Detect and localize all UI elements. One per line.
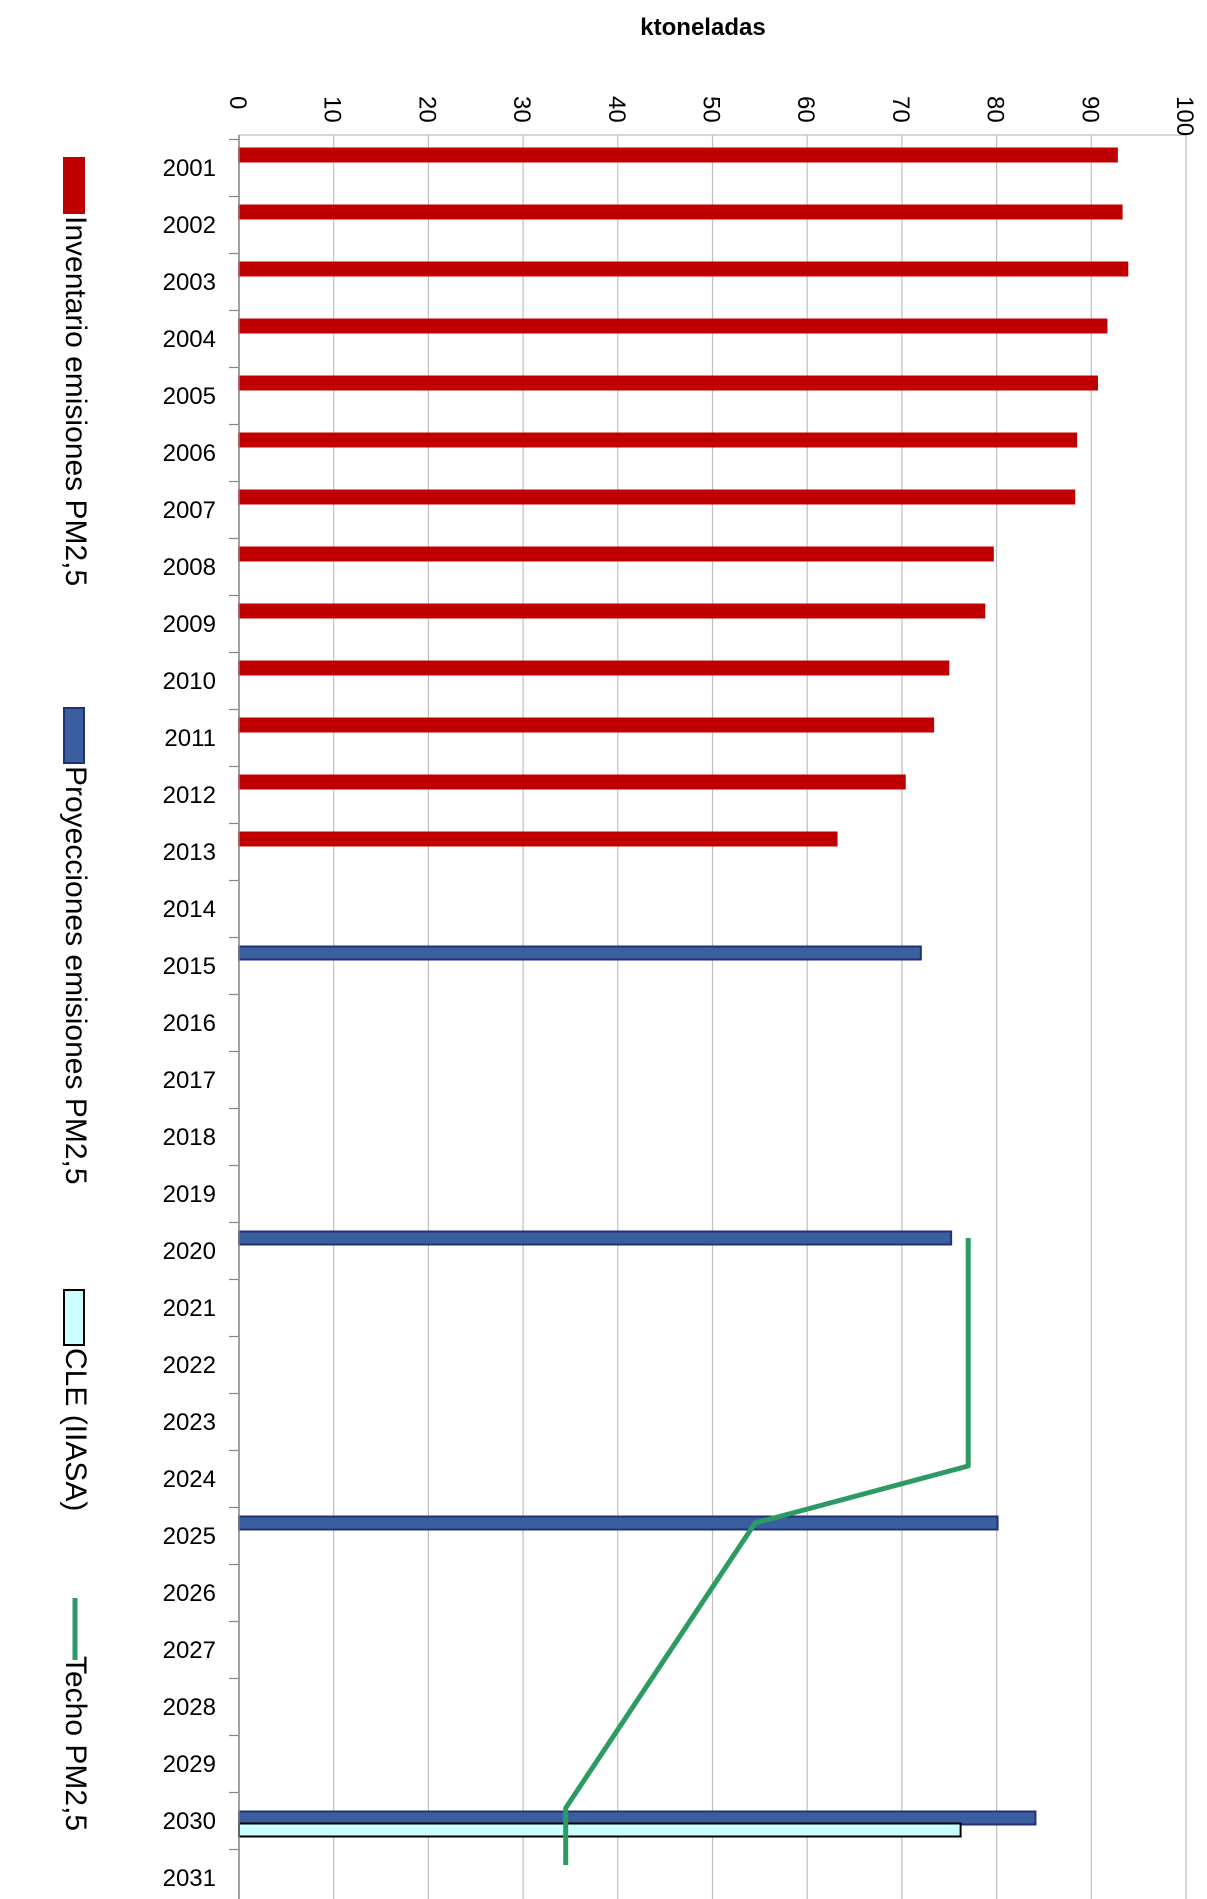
gridlines	[238, 134, 1187, 1899]
category-label-2023: 2023	[163, 1409, 216, 1436]
legend-item-2: Proyecciones emisiones PM2,5	[59, 707, 92, 1185]
category-label-2001: 2001	[163, 155, 216, 182]
bar-inventario-2008	[238, 546, 994, 562]
bar-inventario-2006	[238, 432, 1078, 448]
category-label-2018: 2018	[163, 1124, 216, 1151]
bar-inventario-2010	[238, 660, 950, 676]
category-label-2025: 2025	[163, 1523, 216, 1550]
x-tick-label-30: 30	[508, 96, 535, 123]
x-tick-label-50: 50	[698, 96, 725, 123]
legend-swatch	[63, 1289, 85, 1346]
bar-inventario-2005	[238, 375, 1098, 391]
bar-proyecciones-2025	[238, 1515, 999, 1531]
category-label-2029: 2029	[163, 1751, 216, 1778]
x-tick-label-70: 70	[887, 96, 914, 123]
category-label-2030: 2030	[163, 1808, 216, 1835]
bar-inventario-2011	[238, 717, 935, 733]
category-label-2002: 2002	[163, 212, 216, 239]
legend-label: Techo PM2,5	[59, 1656, 92, 1831]
bar-inventario-2012	[238, 774, 906, 790]
x-axis-label: ktoneladas	[640, 14, 765, 41]
category-label-2003: 2003	[163, 269, 216, 296]
ceiling-line	[563, 1238, 971, 1865]
legend-swatch	[63, 707, 85, 764]
bar-inventario-2009	[238, 603, 986, 619]
category-label-2008: 2008	[163, 554, 216, 581]
legend-label: Inventario emisiones PM2,5	[59, 216, 92, 586]
category-label-2016: 2016	[163, 1010, 216, 1037]
category-label-2007: 2007	[163, 497, 216, 524]
legend-label: Proyecciones emisiones PM2,5	[59, 766, 92, 1185]
category-label-2019: 2019	[163, 1181, 216, 1208]
line-techo-pm25	[563, 1238, 971, 1865]
category-label-2009: 2009	[163, 611, 216, 638]
category-label-2005: 2005	[163, 383, 216, 410]
x-tick-label-90: 90	[1076, 96, 1103, 123]
legend-item-1: Inventario emisiones PM2,5	[59, 157, 92, 586]
category-label-2004: 2004	[163, 326, 216, 353]
x-tick-label-0: 0	[224, 96, 251, 109]
category-label-2011: 2011	[164, 725, 216, 752]
legend: Inventario emisiones PM2,5 Proyecciones e…	[59, 157, 92, 1831]
bar-inventario-2004	[238, 318, 1108, 334]
x-tick-label-40: 40	[603, 96, 630, 123]
category-label-2021: 2021	[163, 1295, 216, 1322]
bar-cle-2030	[238, 1822, 962, 1838]
legend-item-3: CLE (IIASA)	[59, 1289, 92, 1511]
bar-inventario-2007	[238, 489, 1076, 505]
bar-inventario-2002	[238, 204, 1123, 220]
bars	[238, 147, 1129, 1838]
x-tick-label-100: 100	[1171, 96, 1198, 136]
bar-proyecciones-2015	[238, 945, 922, 961]
category-label-2028: 2028	[163, 1694, 216, 1721]
category-label-2027: 2027	[163, 1637, 216, 1664]
category-label-2020: 2020	[163, 1238, 216, 1265]
legend-swatch	[63, 157, 85, 214]
category-label-2031: 2031	[163, 1865, 216, 1892]
category-label-2014: 2014	[163, 896, 216, 923]
category-label-2006: 2006	[163, 440, 216, 467]
x-tick-label-20: 20	[413, 96, 440, 123]
bar-inventario-2003	[238, 261, 1129, 277]
category-label-2012: 2012	[163, 782, 216, 809]
legend-label: CLE (IIASA)	[59, 1348, 92, 1511]
category-label-2015: 2015	[163, 953, 216, 980]
x-tick-label-80: 80	[982, 96, 1009, 123]
bar-inventario-2001	[238, 147, 1118, 163]
x-tick-labels: 0 10 20 30 40 50 60 70 80 90 100	[224, 96, 1198, 136]
bar-inventario-2013	[238, 831, 838, 847]
category-label-2017: 2017	[163, 1067, 216, 1094]
x-tick-label-60: 60	[792, 96, 819, 123]
category-label-2010: 2010	[163, 668, 216, 695]
category-labels: 2001 2002 2003 2004 2005 2006 2007 2008 2009 2010…	[163, 138, 239, 1892]
category-label-2024: 2024	[163, 1466, 216, 1493]
category-label-2026: 2026	[163, 1580, 216, 1607]
category-label-2022: 2022	[163, 1352, 216, 1379]
bar-proyecciones-2020	[238, 1230, 953, 1246]
x-tick-label-10: 10	[319, 96, 346, 123]
legend-item-4: Techo PM2,5	[59, 1598, 92, 1831]
category-label-2013: 2013	[163, 839, 216, 866]
